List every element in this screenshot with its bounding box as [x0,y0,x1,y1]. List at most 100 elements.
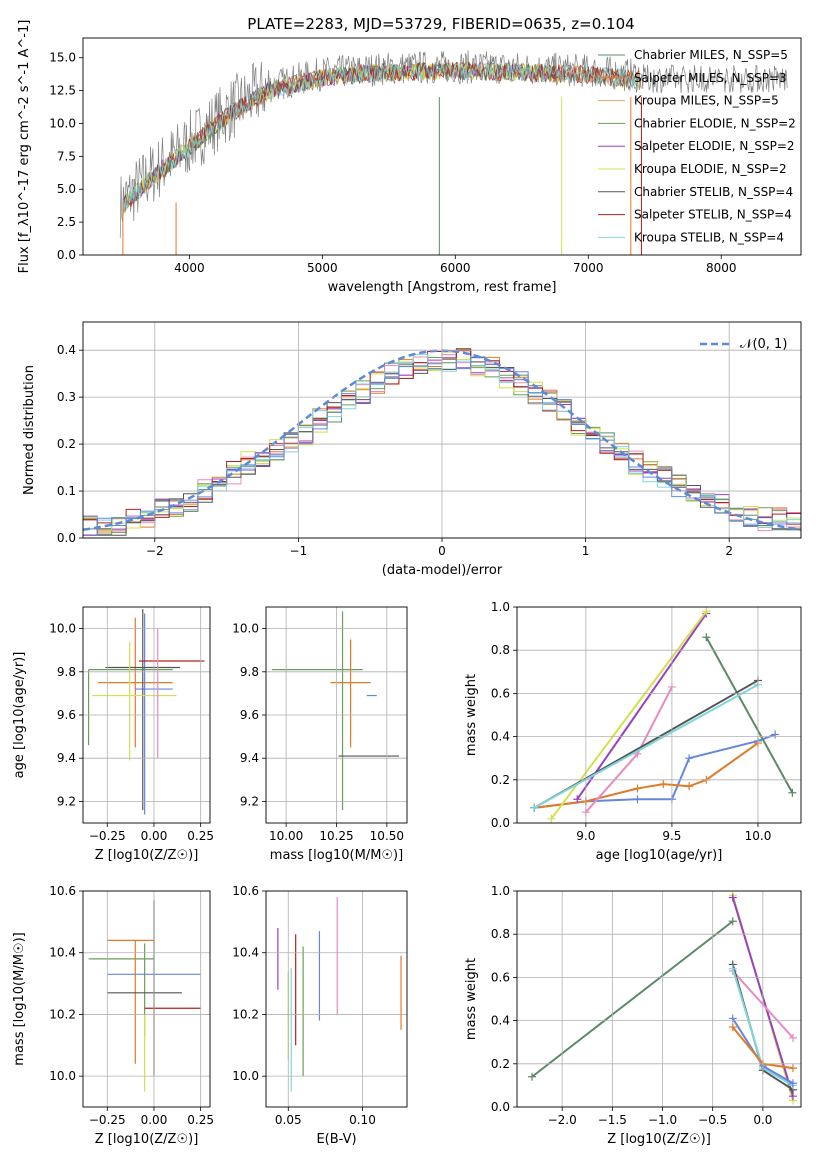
tick-label-y: 7.5 [57,149,76,163]
point-marker [547,814,556,823]
tick-label-x: 10.0 [745,829,772,843]
plot-area [88,609,205,815]
y-axis-label: mass weight [464,958,479,1040]
tick-label-y: 9.6 [240,708,259,722]
tick-label-y: 0.8 [491,927,510,941]
point-marker [788,788,797,797]
point-marker [728,964,737,973]
axes-frame [516,890,802,1108]
tick-label-y: 10.2 [49,1007,76,1021]
tick-label-y: 1.0 [491,884,510,898]
plot-area [272,611,399,811]
axes-frame [265,606,408,824]
tick-label-x: −0.25 [89,1113,126,1127]
x-axis-label: wavelength [Angstrom, rest frame] [328,280,557,295]
residual-histogram-panel: −2 −1 0 1 2 0.0 0.1 0.2 0.3 0.4 (data-model)/error… [22,321,802,578]
tick-label-x: −1.5 [598,1113,627,1127]
mass-vs-ebv-panel: 0.05 0.10 10.0 10.2 10.4 10.6 E(B-V) [232,884,408,1147]
tick-label-y: 0.0 [57,531,76,545]
tick-label-y: 1.0 [491,600,510,614]
mass-weight-vs-age-panel: 9.0 9.5 10.0 0.0 0.2 0.4 0.6 0.8 1.0 age [log10(a… [464,600,802,863]
plot-area [119,50,788,255]
point-marker [728,917,737,926]
y-axis-label: age [log10(age/yr)] [12,652,27,779]
x-axis-label: E(B-V) [316,1132,356,1147]
tick-label-y: 10.0 [49,116,76,130]
series-line [576,612,708,800]
tick-label-x: 10.25 [319,829,353,843]
tick-label-y: 0.6 [491,970,510,984]
tick-label-x: 4000 [174,261,205,275]
tick-label-x: 10.00 [269,829,303,843]
legend-label: Salpeter STELIB, N_SSP=4 [634,208,792,222]
point-marker [728,1023,737,1032]
tick-label-y: 5.0 [57,182,76,196]
series-line [531,920,734,1078]
age-vs-z-panel: −0.25 0.00 0.25 9.2 9.4 9.6 9.8 10.0 Z [log10(Z/… [12,606,214,863]
y-axis-label: Flux [f_λ10^-17 erg cm^-2 s^-1 A^-1] [17,20,32,274]
x-axis-label: Z [log10(Z/Z☉)] [95,1132,199,1147]
observed-spectrum-line [119,50,788,238]
point-marker [659,780,668,789]
plot-area [277,897,402,1092]
tick-label-y: 0.2 [491,1057,510,1071]
tick-label-y: 9.4 [240,751,259,765]
tick-label-x: −0.5 [698,1113,727,1127]
point-marker [633,784,642,793]
axes-frame [82,606,211,824]
point-marker [685,754,694,763]
tick-label-x: 10.50 [370,829,404,843]
y-axis-label: mass weight [464,674,479,756]
tick-label-x: 0.25 [187,1113,214,1127]
tick-label-y: 10.0 [232,622,259,636]
tick-label-y: 9.8 [240,665,259,679]
series-line [550,610,708,820]
legend-label: Chabrier MILES, N_SSP=5 [634,48,788,62]
legend-label: Chabrier STELIB, N_SSP=4 [634,185,793,199]
tick-label-x: −2.0 [548,1113,577,1127]
tick-label-y: 10.0 [49,622,76,636]
tick-label-x: 7000 [573,261,604,275]
legend-label: Kroupa STELIB, N_SSP=4 [634,230,784,244]
tick-label-y: 2.5 [57,215,76,229]
tick-label-y: 0.2 [491,773,510,787]
tick-label-x: −0.25 [89,829,126,843]
axes-frame [82,890,211,1108]
tick-label-y: 0.8 [491,643,510,657]
point-marker [702,633,711,642]
age-vs-mass-panel: 10.00 10.25 10.50 9.2 9.4 9.6 9.8 10.0 mass [log… [232,606,408,863]
tick-label-x: 8000 [706,261,737,275]
tick-label-y: 10.4 [49,946,76,960]
plot-area [530,607,797,823]
axes-frame [82,321,802,539]
tick-label-x: 2 [725,544,733,558]
tick-label-y: 0.0 [491,816,510,830]
legend-label: Chabrier ELODIE, N_SSP=2 [634,116,796,130]
y-axis-label: mass [log10(M/M☉)] [12,932,27,1065]
legend-label: Salpeter ELODIE, N_SSP=2 [634,139,795,153]
axes-frame [265,890,408,1108]
point-marker [685,782,694,791]
tick-label-x: 9.0 [576,829,595,843]
point-marker [702,607,711,616]
tick-label-y: 12.5 [49,84,76,98]
legend-label: Kroupa MILES, N_SSP=5 [634,94,779,108]
tick-label-y: 15.0 [49,51,76,65]
tick-label-x: 0.00 [141,829,168,843]
tick-label-y: 9.6 [57,708,76,722]
legend: Chabrier MILES, N_SSP=5 Salpeter MILES, N… [598,48,796,244]
model-spectrum-line [122,62,639,211]
tick-label-y: 10.4 [232,946,259,960]
point-marker [573,795,582,804]
tick-label-x: 6000 [440,261,471,275]
tick-label-y: 0.4 [57,343,76,357]
point-marker [728,893,737,902]
chart-title: PLATE=2283, MJD=53729, FIBERID=0635, z=0… [247,15,634,33]
spectrum-panel: PLATE=2283, MJD=53729, FIBERID=0635, z=0… [17,15,802,295]
x-axis-label: age [log10(age/yr)] [596,848,723,863]
tick-label-y: 0.2 [57,437,76,451]
tick-label-y: 0.0 [491,1100,510,1114]
tick-label-y: 10.2 [232,1007,259,1021]
tick-label-x: 0.25 [187,829,214,843]
tick-label-x: 5000 [307,261,338,275]
